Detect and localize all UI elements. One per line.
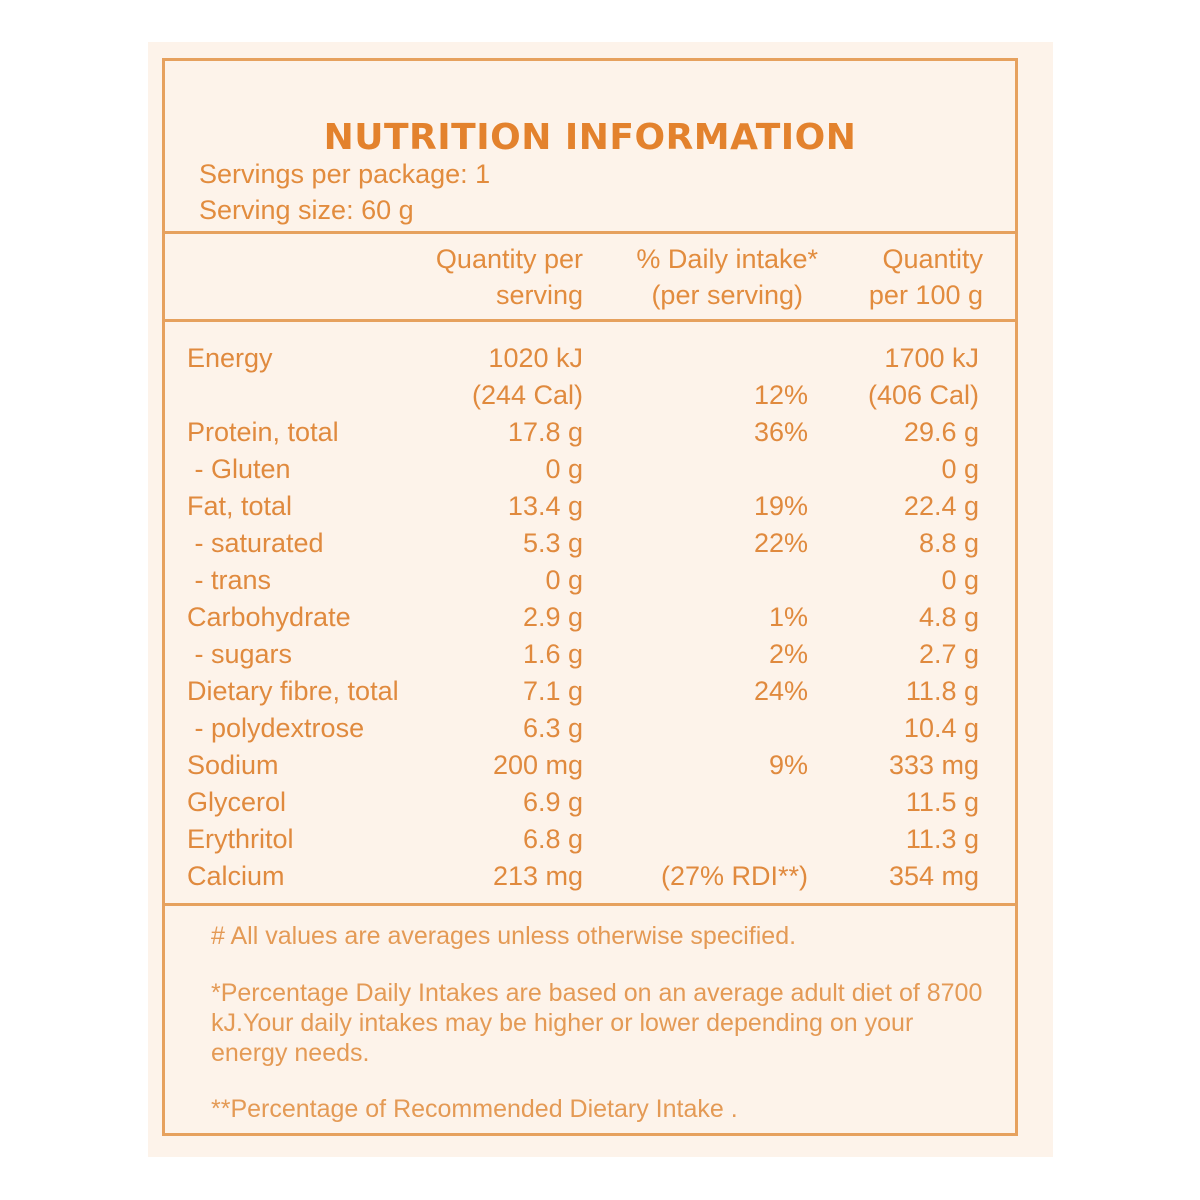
quantity-per-100g: 11.5 g	[905, 787, 979, 817]
table-row: Energy 1020 kJ 1700 kJ	[165, 343, 1015, 380]
quantity-per-100g: 29.6 g	[903, 417, 979, 447]
daily-intake: 1%	[768, 602, 808, 632]
quantity-per-serving: 213 mg	[492, 861, 583, 891]
header-quantity-per-serving: Quantity per serving	[436, 241, 583, 313]
note-averages: # All values are averages unless otherwi…	[211, 922, 797, 950]
daily-intake: 2%	[768, 639, 808, 669]
nutrient-name: Dietary fibre, total	[187, 676, 399, 706]
quantity-per-serving: 0 g	[545, 565, 583, 595]
table-row: Erythritol 6.8 g 11.3 g	[165, 824, 1015, 861]
header-daily-intake-line2: (per serving)	[651, 280, 803, 310]
quantity-per-serving: 5.3 g	[522, 528, 583, 558]
daily-intake: 12%	[753, 380, 808, 410]
quantity-per-serving: 2.9 g	[522, 602, 583, 632]
nutrition-label: NUTRITION INFORMATION Servings per packa…	[162, 58, 1018, 1136]
quantity-per-100g: 2.7 g	[918, 639, 979, 669]
quantity-per-100g: 22.4 g	[903, 491, 979, 521]
servings-per-package: Servings per package: 1	[199, 159, 491, 189]
quantity-per-100g: 0 g	[941, 565, 979, 595]
table-row: - Gluten 0 g 0 g	[165, 454, 1015, 491]
note-daily-intake: *Percentage Daily Intakes are based on a…	[211, 979, 983, 1067]
header-per-100g-line2: per 100 g	[868, 280, 983, 310]
quantity-per-100g: 10.4 g	[903, 713, 979, 743]
quantity-per-serving: 7.1 g	[522, 676, 583, 706]
table-row: - polydextrose 6.3 g 10.4 g	[165, 713, 1015, 750]
nutrient-name: Energy	[187, 343, 273, 373]
divider-header	[165, 319, 1015, 322]
daily-intake: (27% RDI**)	[660, 861, 808, 891]
header-per-serving-line2: serving	[495, 280, 583, 310]
nutrient-name: Sodium	[187, 750, 279, 780]
quantity-per-serving: 6.9 g	[522, 787, 583, 817]
quantity-per-serving: 200 mg	[492, 750, 583, 780]
table-row: - sugars 1.6 g 2% 2.7 g	[165, 639, 1015, 676]
header-quantity-per-100g: Quantity per 100 g	[869, 241, 983, 313]
quantity-per-serving: 1020 kJ	[488, 343, 583, 373]
quantity-per-serving: (244 Cal)	[471, 380, 583, 410]
nutrient-name: Fat, total	[187, 491, 293, 521]
daily-intake: 22%	[753, 528, 808, 558]
daily-intake: 9%	[768, 750, 808, 780]
serving-size: Serving size: 60 g	[199, 195, 414, 225]
quantity-per-serving: 17.8 g	[507, 417, 583, 447]
quantity-per-100g: 0 g	[941, 454, 979, 484]
nutrient-name: - trans	[187, 565, 272, 595]
table-row: Glycerol 6.9 g 11.5 g	[165, 787, 1015, 824]
nutrient-name: Protein, total	[187, 417, 339, 447]
header-daily-intake-line1: % Daily intake*	[636, 244, 818, 274]
quantity-per-100g: 11.3 g	[905, 824, 979, 854]
table-row: Fat, total 13.4 g 19% 22.4 g	[165, 491, 1015, 528]
nutrient-name: Calcium	[187, 861, 285, 891]
header-daily-intake: % Daily intake* (per serving)	[636, 241, 818, 313]
note-rdi: **Percentage of Recommended Dietary Inta…	[211, 1095, 738, 1123]
quantity-per-serving: 6.3 g	[522, 713, 583, 743]
quantity-per-serving: 1.6 g	[522, 639, 583, 669]
quantity-per-100g: 1700 kJ	[884, 343, 979, 373]
quantity-per-serving: 0 g	[545, 454, 583, 484]
nutrient-name: - saturated	[187, 528, 324, 558]
table-row: Carbohydrate 2.9 g 1% 4.8 g	[165, 602, 1015, 639]
quantity-per-100g: 11.8 g	[905, 676, 979, 706]
quantity-per-100g: 333 mg	[888, 750, 979, 780]
quantity-per-100g: 354 mg	[888, 861, 979, 891]
table-row: - saturated 5.3 g 22% 8.8 g	[165, 528, 1015, 565]
quantity-per-100g: (406 Cal)	[867, 380, 979, 410]
label-title: NUTRITION INFORMATION	[323, 117, 857, 158]
nutrient-name: - sugars	[187, 639, 293, 669]
divider-notes	[165, 903, 1015, 906]
table-row: Sodium 200 mg 9% 333 mg	[165, 750, 1015, 787]
header-per-serving-line1: Quantity per	[435, 244, 583, 274]
table-row: Dietary fibre, total 7.1 g 24% 11.8 g	[165, 676, 1015, 713]
table-row: - trans 0 g 0 g	[165, 565, 1015, 602]
quantity-per-serving: 6.8 g	[522, 824, 583, 854]
table-row: Calcium 213 mg (27% RDI**) 354 mg	[165, 861, 1015, 898]
quantity-per-100g: 4.8 g	[918, 602, 979, 632]
quantity-per-100g: 8.8 g	[918, 528, 979, 558]
daily-intake: 24%	[753, 676, 808, 706]
nutrient-name: - Gluten	[187, 454, 291, 484]
quantity-per-serving: 13.4 g	[507, 491, 583, 521]
nutrient-name: Carbohydrate	[187, 602, 351, 632]
divider-top	[165, 231, 1015, 234]
header-per-100g-line1: Quantity	[882, 244, 983, 274]
nutrient-name: - polydextrose	[187, 713, 365, 743]
table-row: (244 Cal) 12% (406 Cal)	[165, 380, 1015, 417]
nutrient-name: Glycerol	[187, 787, 287, 817]
nutrient-name: Erythritol	[187, 824, 294, 854]
table-row: Protein, total 17.8 g 36% 29.6 g	[165, 417, 1015, 454]
daily-intake: 19%	[753, 491, 808, 521]
label-background	[148, 42, 1053, 1157]
daily-intake: 36%	[753, 417, 808, 447]
